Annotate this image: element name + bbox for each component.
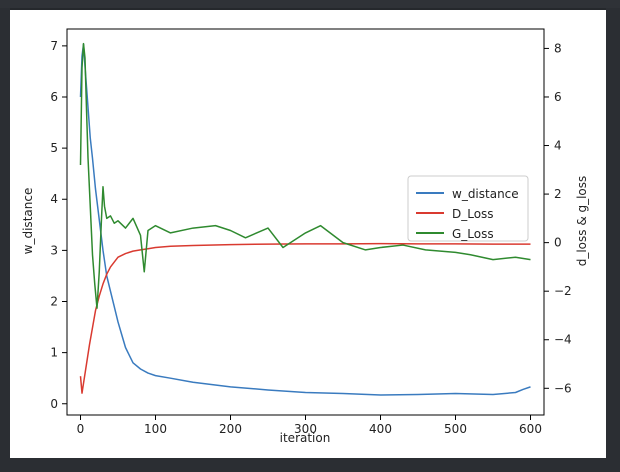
x-tick-label: 200 bbox=[219, 422, 242, 436]
x-tick-label: 600 bbox=[519, 422, 542, 436]
right-y-tick-label: −4 bbox=[554, 333, 572, 347]
legend-label-w-distance: w_distance bbox=[452, 187, 519, 201]
x-tick-label: 400 bbox=[369, 422, 392, 436]
series-layer bbox=[79, 42, 531, 396]
left-y-tick-label: 1 bbox=[50, 346, 58, 360]
left-y-tick-label: 3 bbox=[50, 243, 58, 257]
left-y-axis: 0 1 2 3 4 5 6 7 bbox=[50, 39, 67, 411]
x-tick-label: 300 bbox=[294, 422, 317, 436]
right-y-axis-label: d_loss & g_loss bbox=[575, 176, 589, 267]
right-y-tick-label: 6 bbox=[554, 90, 562, 104]
x-tick-label: 500 bbox=[444, 422, 467, 436]
left-y-tick-label: 2 bbox=[50, 295, 58, 309]
window-top-strip bbox=[0, 0, 620, 8]
right-y-tick-label: −6 bbox=[554, 381, 572, 395]
right-y-tick-label: 0 bbox=[554, 236, 562, 250]
legend: w_distance D_Loss G_Loss bbox=[407, 175, 529, 242]
figure-frame: 0 100 200 300 400 500 600 0 1 2 3 4 5 6 7 −6 −4 −2 0 2 4 6 8… bbox=[10, 10, 606, 458]
right-y-tick-label: 8 bbox=[554, 41, 562, 55]
left-y-tick-label: 0 bbox=[50, 397, 58, 411]
x-axis-label: iteration bbox=[280, 431, 331, 445]
series-line-d-loss bbox=[79, 242, 531, 394]
right-y-tick-label: −2 bbox=[554, 284, 572, 298]
legend-label-d-loss: D_Loss bbox=[452, 207, 494, 221]
right-y-tick-label: 4 bbox=[554, 139, 562, 153]
window-left-strip bbox=[0, 8, 10, 472]
chart-svg: 0 100 200 300 400 500 600 0 1 2 3 4 5 6 7 −6 −4 −2 0 2 4 6 8… bbox=[21, 28, 589, 445]
left-y-tick-label: 4 bbox=[50, 192, 58, 206]
x-tick-label: 0 bbox=[77, 422, 85, 436]
legend-label-g-loss: G_Loss bbox=[452, 227, 494, 241]
left-y-tick-label: 6 bbox=[50, 90, 58, 104]
left-y-axis-label: w_distance bbox=[21, 188, 35, 255]
window-right-strip bbox=[606, 8, 620, 472]
right-y-tick-label: 2 bbox=[554, 187, 562, 201]
x-axis: 0 100 200 300 400 500 600 bbox=[77, 415, 542, 436]
left-y-tick-label: 5 bbox=[50, 141, 58, 155]
left-y-tick-label: 7 bbox=[50, 39, 58, 53]
series-line-w-distance bbox=[79, 43, 531, 396]
series-line-g-loss bbox=[79, 42, 531, 309]
x-tick-label: 100 bbox=[144, 422, 167, 436]
right-y-axis: −6 −4 −2 0 2 4 6 8 bbox=[544, 41, 572, 395]
window-bottom-strip bbox=[0, 458, 620, 472]
